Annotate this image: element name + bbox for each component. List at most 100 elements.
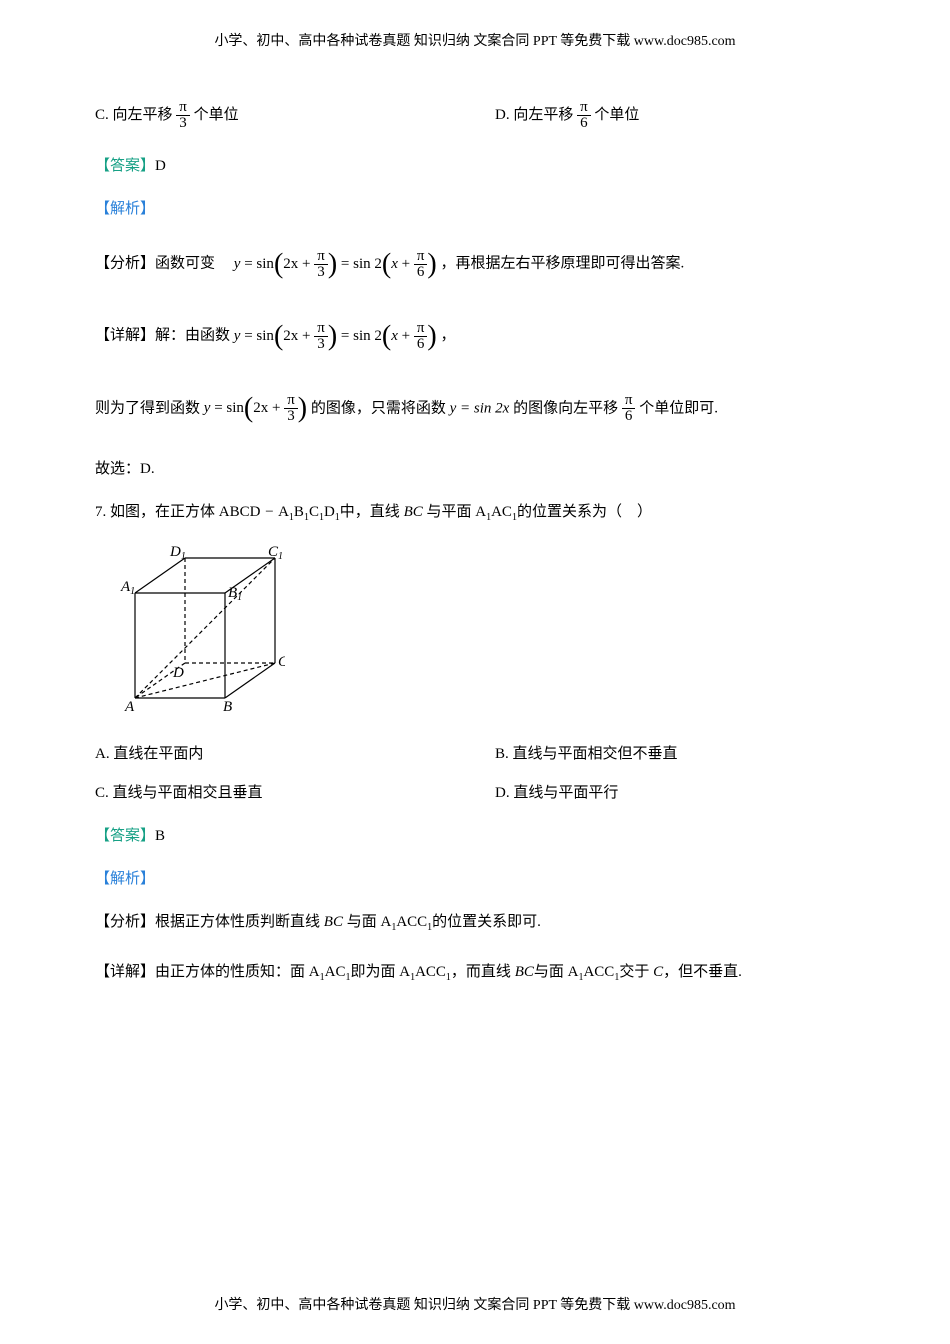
frac-pi6: π6: [622, 393, 636, 424]
line3-mid1: 的图像，只需将函数: [311, 400, 450, 416]
xj-pre: 由正方体的性质知：面: [155, 964, 305, 980]
q7-fenxi: 【分析】根据正方体性质判断直线 BC 与面 A1ACC1的位置关系即可.: [95, 909, 855, 937]
eq-plus: +: [402, 328, 410, 344]
plane: A1AC1: [475, 504, 517, 520]
fenxi-label: 【分析】: [95, 914, 155, 930]
q6-line3: 则为了得到函数 y = sin(2x + π3) 的图像，只需将函数 y = s…: [95, 384, 855, 434]
sin2x: y = sin 2x: [450, 400, 510, 416]
eq1: y = sin(2x + π3) = sin 2(x + π6): [234, 256, 441, 272]
bc2: BC: [324, 914, 343, 930]
label-D: D: [172, 665, 184, 681]
fd: 6: [414, 337, 428, 352]
bc: BC: [404, 504, 423, 520]
label-B: B: [223, 699, 232, 713]
line3-post: 个单位即可.: [639, 400, 718, 416]
xiangjie-mid: ，: [441, 328, 456, 344]
label-D1: D1: [169, 544, 186, 562]
q7-xiangjie: 【详解】由正方体的性质知：面 A1AC1即为面 A1ACC1，而直线 BC与面 …: [95, 959, 855, 987]
q7-pre: 如图，在正方体: [110, 504, 215, 520]
bc3: BC: [515, 964, 534, 980]
option-c-frac: π3: [176, 100, 190, 131]
q7-answer: 【答案】B: [95, 823, 855, 850]
eq-eq: =: [244, 328, 252, 344]
eq-x: x: [391, 256, 398, 272]
xj-mid4: 交于: [619, 964, 649, 980]
label-A: A: [124, 699, 135, 713]
xiangjie-label: 【详解】: [95, 964, 155, 980]
q6-answer: 【答案】D: [95, 153, 855, 180]
option-c-prefix: C. 向左平移: [95, 107, 176, 123]
eq3: y = sin(2x + π3): [204, 400, 311, 416]
fn: π: [414, 249, 428, 265]
line3-mid2: 的图像向左平移: [509, 400, 618, 416]
frac-num: π: [577, 100, 591, 116]
q7-optB: B. 直线与平面相交但不垂直: [455, 741, 855, 768]
main-content: C. 向左平移 π3 个单位 D. 向左平移 π6 个单位 【答案】D 【解析】…: [95, 100, 855, 987]
fd: 3: [284, 409, 298, 424]
eq-sin: sin: [256, 328, 274, 344]
q7-stem: 7. 如图，在正方体 ABCD − A1B1C1D1中，直线 BC 与平面 A1…: [95, 499, 855, 527]
options-row: C. 向左平移 π3 个单位 D. 向左平移 π6 个单位: [95, 100, 855, 131]
eq2: y = sin(2x + π3) = sin 2(x + π6): [234, 328, 441, 344]
option-c-suffix: 个单位: [190, 107, 239, 123]
eq-2x: 2x: [253, 400, 268, 416]
answer-label: 【答案】: [95, 828, 155, 844]
frac-den: 6: [577, 116, 591, 131]
fd: 6: [622, 409, 636, 424]
fenxi-pre: 函数可变: [155, 256, 230, 272]
xiangjie-pre: 解：由函数: [155, 328, 230, 344]
eq-2x: 2x: [283, 328, 298, 344]
fenxi-pre: 根据正方体性质判断直线: [155, 914, 320, 930]
eq-2: 2: [374, 328, 382, 344]
answer-value: B: [155, 828, 165, 844]
option-d: D. 向左平移 π6 个单位: [455, 100, 855, 131]
fd: 3: [314, 265, 328, 280]
q7-mid2: 与平面: [426, 504, 471, 520]
eq-y: y: [234, 256, 241, 272]
q7-analysis-label: 【解析】: [95, 866, 855, 893]
page-footer: 小学、初中、高中各种试卷真题 知识归纳 文案合同 PPT 等免费下载 www.d…: [0, 1294, 950, 1314]
eq-plus: +: [272, 400, 280, 416]
analysis-label: 【解析】: [95, 201, 155, 217]
label-B1: B1: [228, 585, 242, 603]
page-header: 小学、初中、高中各种试卷真题 知识归纳 文案合同 PPT 等免费下载 www.d…: [95, 30, 855, 50]
cube-expr: ABCD − A1B1C1D1: [219, 504, 340, 520]
xj-mid2: ，而直线: [451, 964, 511, 980]
label-C1: C1: [268, 544, 283, 562]
line3-pre: 则为了得到函数: [95, 400, 200, 416]
q6-guxuan: 故选：D.: [95, 456, 855, 483]
q7-mid1: 中，直线: [340, 504, 400, 520]
pointC: C: [653, 964, 663, 980]
eq-2: 2: [374, 256, 382, 272]
q7-post: 的位置关系为（ ）: [517, 504, 652, 520]
q7-optA: A. 直线在平面内: [95, 741, 455, 768]
eq-sin: sin: [226, 400, 244, 416]
q7-number: 7.: [95, 504, 110, 520]
option-c: C. 向左平移 π3 个单位: [95, 100, 455, 131]
q7-optD: D. 直线与平面平行: [455, 780, 855, 807]
option-d-prefix: D. 向左平移: [495, 107, 577, 123]
eq-eq: =: [244, 256, 252, 272]
eq-2x: 2x: [283, 256, 298, 272]
frac-num: π: [176, 100, 190, 116]
fn: π: [414, 321, 428, 337]
eq-sin: sin: [256, 256, 274, 272]
answer-value: D: [155, 158, 166, 174]
plane2: A1ACC1: [380, 914, 432, 930]
plane4: A1ACC1: [399, 964, 451, 980]
eq-eq: =: [341, 256, 349, 272]
fn: π: [284, 393, 298, 409]
fn: π: [622, 393, 636, 409]
q6-xiangjie: 【详解】解：由函数 y = sin(2x + π3) = sin 2(x + π…: [95, 311, 855, 361]
eq-plus: +: [302, 328, 310, 344]
option-d-suffix: 个单位: [591, 107, 640, 123]
eq-y: y: [234, 328, 241, 344]
plane3: A1AC1: [309, 964, 351, 980]
xj-mid1: 即为面: [350, 964, 395, 980]
frac-den: 3: [176, 116, 190, 131]
fn: π: [314, 249, 328, 265]
fenxi-mid: 与面: [347, 914, 377, 930]
q6-fenxi: 【分析】函数可变 y = sin(2x + π3) = sin 2(x + π6…: [95, 239, 855, 289]
eq-plus: +: [302, 256, 310, 272]
q7-options-row1: A. 直线在平面内 B. 直线与平面相交但不垂直: [95, 741, 855, 768]
